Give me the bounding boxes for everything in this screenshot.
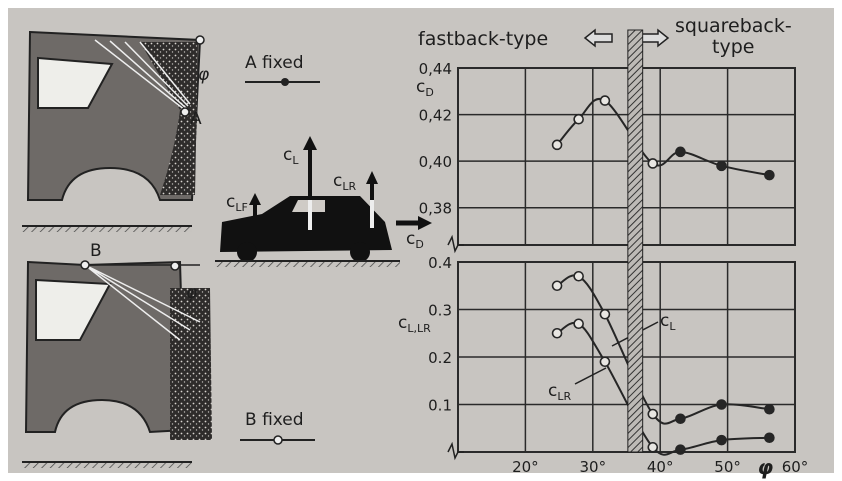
legend: A fixed B fixed <box>240 53 320 445</box>
data-point <box>551 327 563 339</box>
y-tick-label: 0,40 <box>419 153 452 171</box>
y-tick-label: 0,42 <box>419 107 452 125</box>
data-point <box>764 403 775 415</box>
data-point <box>716 399 727 410</box>
y-axis-label: cL,LR <box>398 313 431 335</box>
transition-band <box>627 29 644 453</box>
y-axis-label-subscript: L,LR <box>407 322 431 335</box>
x-tick-label: 60° <box>782 458 809 476</box>
curve-label-symbol: c <box>548 381 557 401</box>
y-tick-label: 0.3 <box>428 302 452 320</box>
x-tick-label: 20° <box>512 458 539 476</box>
sketch-b: B φ <box>22 241 212 468</box>
y-axis-label-symbol: c <box>398 313 407 333</box>
y-axis-label-subscript: D <box>425 86 433 99</box>
annotation: fastback-type <box>418 28 548 50</box>
data-point <box>599 356 611 368</box>
data-point <box>647 408 659 420</box>
data-point <box>764 432 775 444</box>
angle-label: φ <box>186 283 198 303</box>
data-point <box>716 434 727 446</box>
data-point <box>764 169 775 181</box>
data-point <box>573 318 584 330</box>
data-point <box>675 413 686 425</box>
x-axis-label: φ <box>757 455 773 479</box>
legend-label: A fixed <box>245 53 304 73</box>
data-point <box>551 280 563 292</box>
force-symbol: c <box>226 192 235 212</box>
force-subscript: L <box>292 154 299 167</box>
x-tick-label: 30° <box>580 458 607 476</box>
data-point <box>675 444 686 455</box>
leader-line <box>574 367 607 385</box>
curve-label-subscript: LR <box>557 390 571 403</box>
data-point <box>716 160 727 172</box>
sketch-a: A φ <box>22 30 210 232</box>
x-tick-label: 50° <box>714 458 741 476</box>
force-subscript: LF <box>235 201 247 214</box>
force-label: cLR <box>333 171 356 193</box>
legend-marker <box>273 435 283 445</box>
angle-label: φ <box>198 65 210 85</box>
data-point <box>573 113 584 125</box>
annotation: squareback- <box>675 15 792 37</box>
car-forces: cL cLF cLR cD <box>215 136 432 267</box>
data-point <box>647 158 659 169</box>
y-axis-label: cD <box>416 77 434 99</box>
x-tick-label: 40° <box>647 458 674 476</box>
y-tick-label: 0,44 <box>419 60 452 78</box>
curve-label: cLR <box>548 381 571 403</box>
curve-label-symbol: c <box>660 311 669 331</box>
force-label: cD <box>406 229 424 251</box>
data-point <box>573 270 584 282</box>
force-symbol: c <box>333 171 342 191</box>
y-tick-label: 0.4 <box>428 254 452 272</box>
axis-break <box>447 441 464 461</box>
y-tick-label: 0.2 <box>428 349 452 367</box>
curve-label-subscript: L <box>669 320 676 333</box>
force-subscript: LR <box>342 180 356 193</box>
legend-marker <box>281 78 289 86</box>
y-tick-label: 0.1 <box>428 397 452 415</box>
y-axis-label-symbol: c <box>416 77 425 97</box>
curve-label: cL <box>660 311 676 333</box>
legend-label: B fixed <box>245 410 304 430</box>
data-point <box>675 146 686 158</box>
point-label: A <box>190 109 202 129</box>
annotation: type <box>712 36 754 58</box>
data-point <box>599 95 611 106</box>
data-point <box>551 139 563 151</box>
force-symbol: c <box>283 145 292 165</box>
type-arrows <box>583 28 670 48</box>
y-tick-label: 0,38 <box>419 200 452 218</box>
data-point <box>599 308 611 320</box>
force-label: cLF <box>226 192 248 214</box>
force-subscript: D <box>415 238 423 251</box>
axis-break <box>447 234 464 254</box>
force-label: cL <box>283 145 299 167</box>
data-point <box>647 441 659 453</box>
force-symbol: c <box>406 229 415 249</box>
point-label: B <box>90 241 102 261</box>
